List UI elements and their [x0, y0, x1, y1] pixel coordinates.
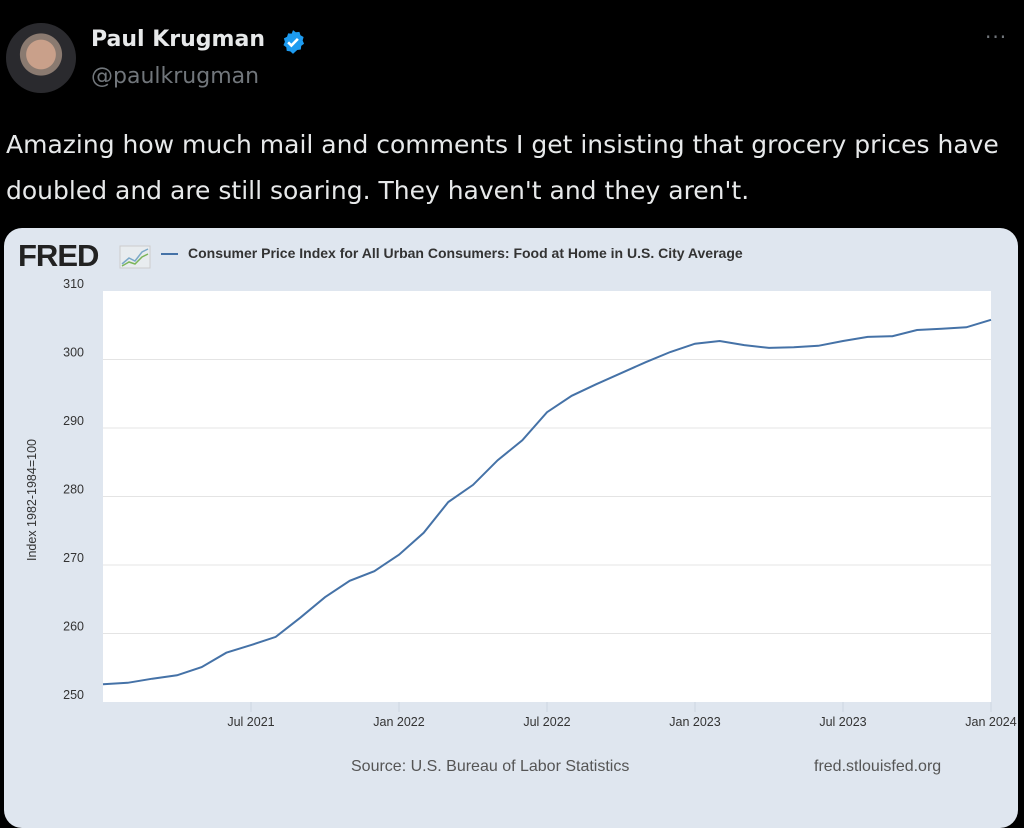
- y-tick-label: 260: [63, 620, 84, 634]
- fred-logo-icon: [119, 245, 151, 269]
- y-tick-label: 270: [63, 551, 84, 565]
- chart-card[interactable]: FRED Consumer Price Index for All Urban …: [4, 228, 1018, 828]
- fred-site-link[interactable]: fred.stlouisfed.org: [814, 758, 941, 775]
- x-tick-label: Jan 2022: [373, 715, 424, 729]
- verified-badge-icon: [283, 30, 305, 54]
- author-name[interactable]: Paul Krugman: [91, 27, 265, 52]
- more-options-icon[interactable]: ···: [985, 25, 1008, 49]
- x-tick-label: Jan 2023: [669, 715, 720, 729]
- y-tick-label: 250: [63, 688, 84, 702]
- y-tick-label: 310: [63, 277, 84, 291]
- series-line: [102, 318, 992, 686]
- author-handle[interactable]: @paulkrugman: [91, 64, 260, 89]
- y-tick-label: 290: [63, 414, 84, 428]
- y-tick-label: 280: [63, 483, 84, 497]
- x-tick-label: Jul 2023: [819, 715, 866, 729]
- chart-title: Consumer Price Index for All Urban Consu…: [188, 245, 743, 261]
- x-tick-label: Jan 2024: [965, 715, 1016, 729]
- y-axis-label: Index 1982-1984=100: [25, 439, 39, 561]
- x-tick-label: Jul 2022: [523, 715, 570, 729]
- y-tick-label: 300: [63, 346, 84, 360]
- fred-logo: FRED: [18, 238, 99, 273]
- source-text: Source: U.S. Bureau of Labor Statistics: [351, 758, 629, 775]
- x-tick-label: Jul 2021: [227, 715, 274, 729]
- tweet-text: Amazing how much mail and comments I get…: [6, 130, 999, 205]
- avatar[interactable]: [6, 23, 76, 93]
- fred-chart: FRED Consumer Price Index for All Urban …: [18, 238, 1017, 775]
